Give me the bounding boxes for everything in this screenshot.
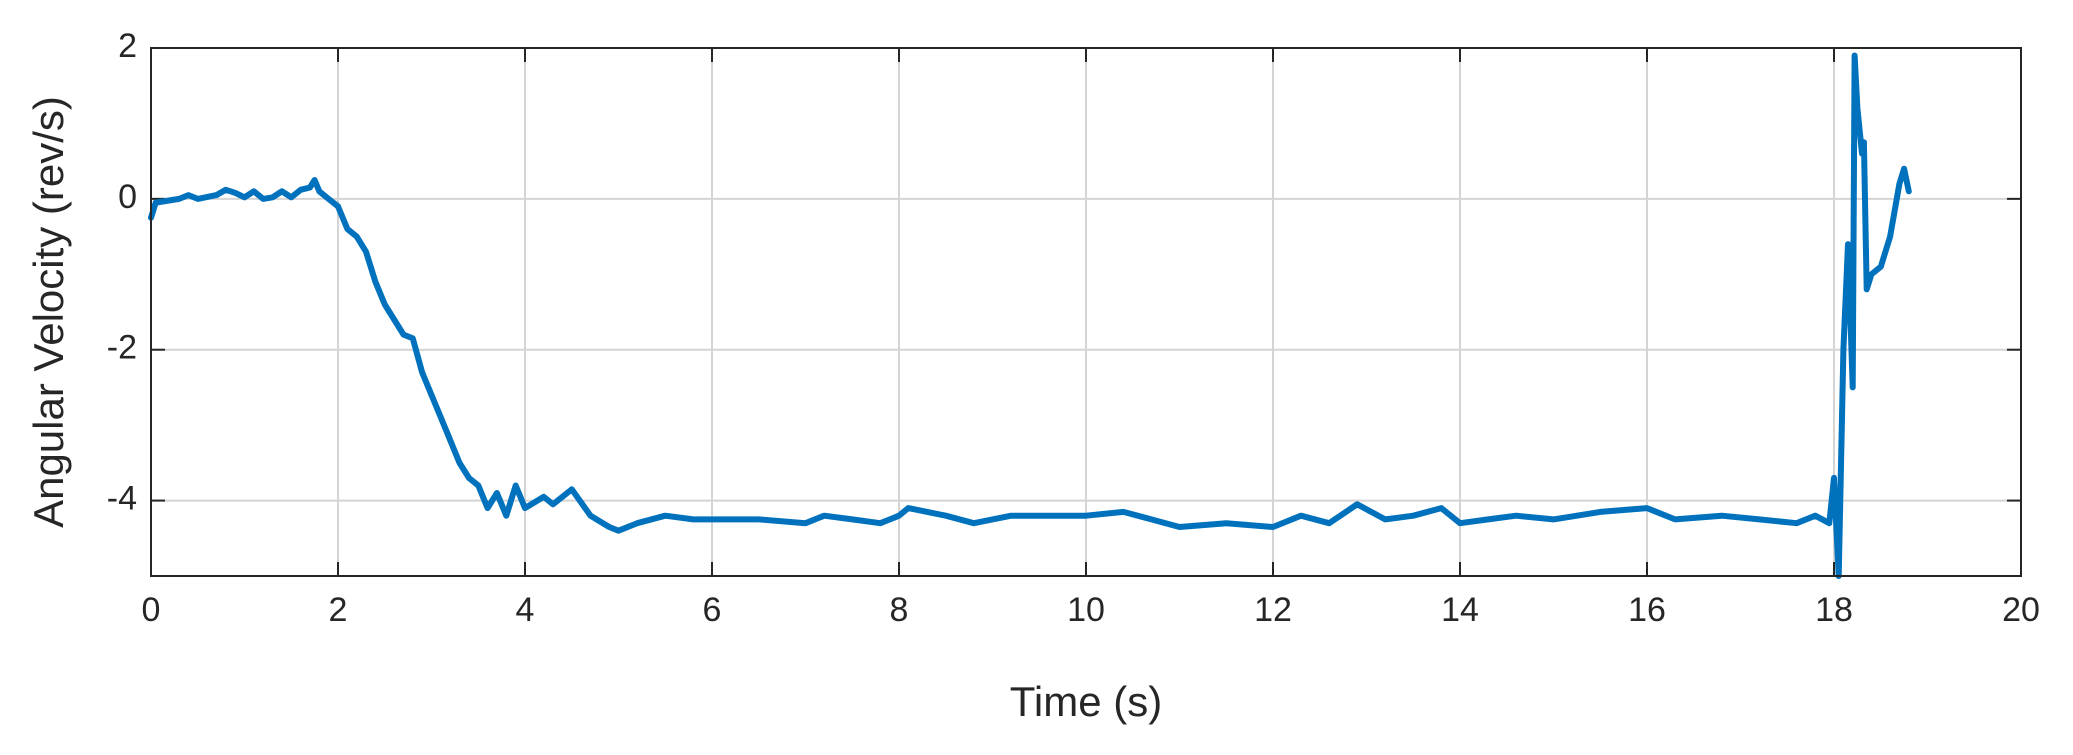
x-tick-label: 18 [1815, 591, 1853, 629]
plot-frame [150, 47, 2022, 577]
data-line [148, 52, 1912, 579]
x-axis-label: Time (s) [1010, 678, 1162, 725]
x-tick-label: 20 [2002, 591, 2040, 629]
x-tick-label: 8 [890, 591, 909, 629]
x-tick-label: 16 [1628, 591, 1666, 629]
x-tick-label: 0 [142, 591, 161, 629]
y-tick-label: 0 [118, 178, 137, 216]
y-axis-label: Angular Velocity (rev/s) [25, 96, 72, 528]
y-tick-label: 2 [118, 27, 137, 65]
x-tick-label: 6 [703, 591, 722, 629]
x-tick-label: 10 [1067, 591, 1105, 629]
x-tick-label: 2 [329, 591, 348, 629]
x-tick-label: 4 [516, 591, 535, 629]
y-tick-label: -4 [107, 480, 137, 518]
y-tick-label: -2 [107, 329, 137, 367]
x-tick-label: 14 [1441, 591, 1479, 629]
x-tick-label: 12 [1254, 591, 1292, 629]
